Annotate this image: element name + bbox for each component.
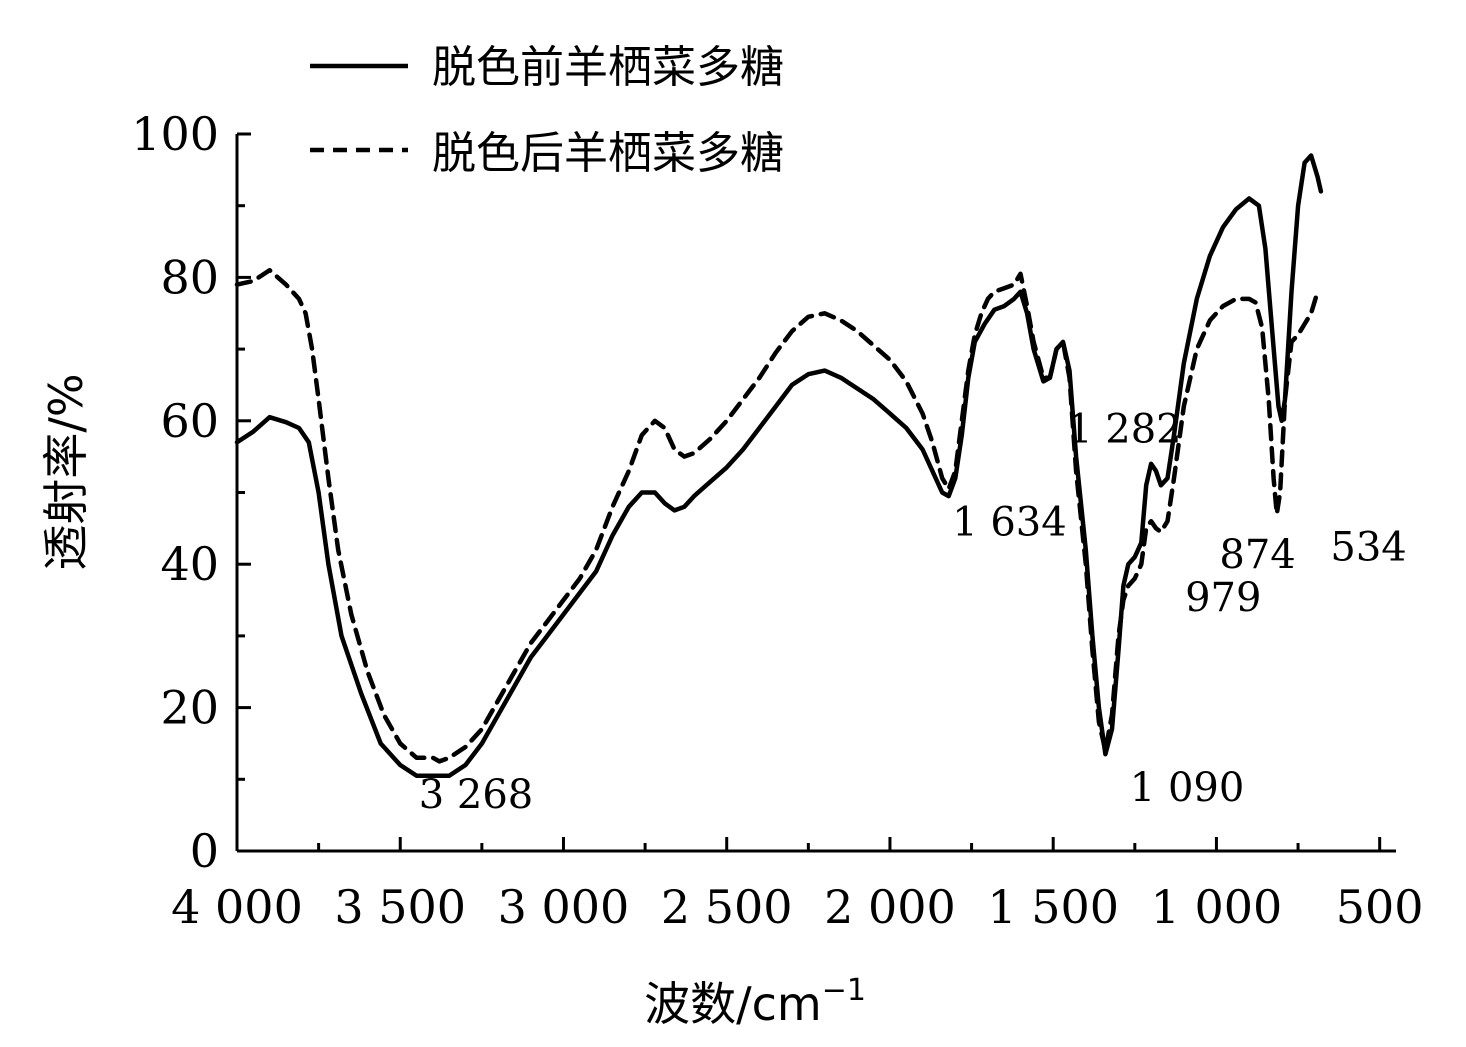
- legend-label-after: 脱色后羊栖菜多糖: [432, 128, 784, 179]
- y-tick-label: 80: [160, 250, 219, 304]
- y-axis-label: 透射率/%: [39, 373, 93, 570]
- x-tick-label: 500: [1336, 880, 1424, 934]
- peak-label: 1 090: [1130, 765, 1245, 811]
- y-tick-label: 0: [190, 824, 219, 878]
- peak-label: 979: [1185, 575, 1261, 621]
- legend-label-before: 脱色前羊栖菜多糖: [432, 42, 784, 93]
- x-tick-label: 3 500: [334, 880, 466, 934]
- x-tick-label: 4 000: [171, 880, 303, 934]
- x-tick-label: 1 500: [987, 880, 1119, 934]
- x-tick-label: 2 000: [824, 880, 956, 934]
- x-axis-label-superscript: −1: [822, 973, 866, 1008]
- x-tick-label: 1 000: [1151, 880, 1283, 934]
- peak-label: 3 268: [419, 772, 534, 818]
- y-tick-label: 60: [160, 394, 219, 448]
- peak-label: 534: [1330, 525, 1406, 571]
- x-tick-label: 3 000: [498, 880, 630, 934]
- x-tick-label: 2 500: [661, 880, 793, 934]
- legend: 脱色前羊栖菜多糖 脱色后羊栖菜多糖: [310, 42, 784, 179]
- x-axis-label: 波数/cm: [644, 977, 822, 1031]
- y-tick-label: 40: [160, 537, 219, 591]
- series-line-after: [234, 267, 1320, 764]
- series-line-before: [234, 153, 1324, 778]
- peak-label: 874: [1219, 532, 1295, 578]
- peak-label: 1 282: [1067, 406, 1182, 452]
- y-tick-label: 100: [131, 107, 219, 161]
- y-tick-label: 20: [160, 681, 219, 735]
- x-axis-title: 波数/cm−1: [644, 973, 866, 1031]
- plot-area: 0 20 40 60 80 100 4 000 3 500 3 000 2 500 2 000 1 5…: [131, 107, 1423, 934]
- svg-text:波数/cm−1: 波数/cm−1: [644, 973, 866, 1031]
- peak-label: 1 634: [952, 500, 1067, 546]
